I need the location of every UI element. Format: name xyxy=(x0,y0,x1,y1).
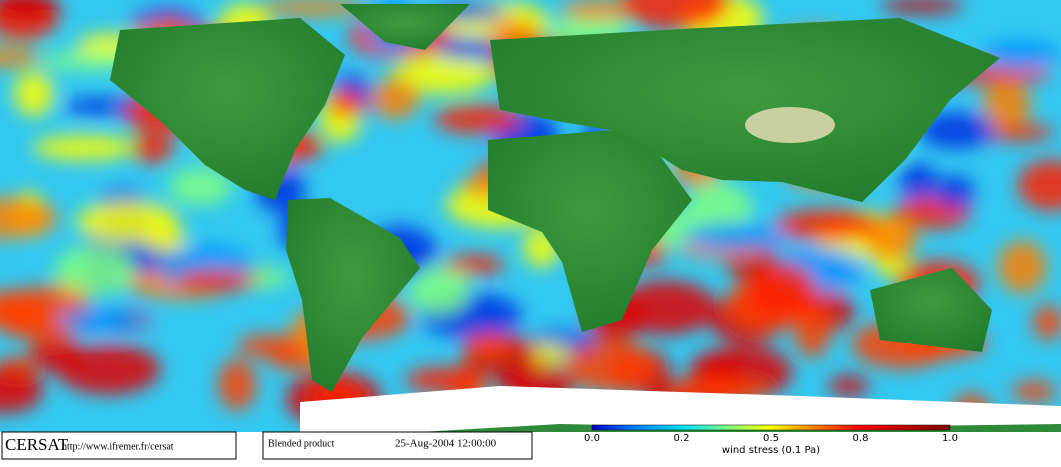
wind-blob xyxy=(409,266,470,314)
africa xyxy=(488,128,692,332)
wind-blob xyxy=(144,225,187,254)
wind-blob xyxy=(131,133,174,163)
wind-blob xyxy=(997,240,1047,293)
eurasia xyxy=(490,18,1000,202)
wind-blob xyxy=(565,340,656,393)
logo-box xyxy=(1,431,237,460)
wind-blob xyxy=(0,47,41,68)
antarctica xyxy=(300,386,1061,432)
wind-blob xyxy=(444,254,505,275)
product: Blended product xyxy=(268,438,335,449)
colorbar-tick-label: 0.5 xyxy=(763,433,779,444)
wind-blob xyxy=(935,175,975,208)
wind-blob xyxy=(919,112,994,149)
wind-blob xyxy=(434,104,523,134)
wind-blob xyxy=(405,367,479,394)
wind-blob xyxy=(899,163,938,200)
wind-blob xyxy=(59,307,149,335)
wind-blob xyxy=(560,0,640,21)
wind-blob xyxy=(980,40,1060,71)
wind-blob xyxy=(32,134,137,161)
wind-blob xyxy=(218,359,257,411)
wind-blob xyxy=(237,334,303,358)
wind-blob xyxy=(0,366,44,414)
wind-blob xyxy=(39,51,137,71)
wind-blob xyxy=(63,97,134,116)
colorbar-label: wind stress (0.1 Pa) xyxy=(722,445,820,456)
product-box xyxy=(262,431,533,460)
wind-blob xyxy=(774,209,879,242)
wind-blob xyxy=(13,71,54,117)
colorbar-tick-label: 0.0 xyxy=(584,433,600,444)
colorbar-tick-label: 0.8 xyxy=(853,433,869,444)
north-america xyxy=(110,18,345,200)
wind-blob xyxy=(621,0,730,30)
wind-blob xyxy=(391,55,494,95)
wind-blob xyxy=(176,270,256,292)
date: 25-Aug-2004 12:00:00 xyxy=(395,438,497,450)
colorbar-tick-label: 1.0 xyxy=(942,433,958,444)
url: http://www.ifremer.fr/cersat xyxy=(62,441,174,452)
wind-blob xyxy=(981,81,1032,127)
wind-blob xyxy=(328,89,363,117)
wind-blob xyxy=(682,222,789,251)
logo: CERSAT xyxy=(5,435,69,454)
wind-blob xyxy=(746,262,817,318)
greenland xyxy=(340,4,470,50)
colorbar xyxy=(591,424,951,431)
wind-blob xyxy=(0,197,59,239)
wind-blob xyxy=(168,167,233,206)
colorbar-tick-label: 0.2 xyxy=(674,433,690,444)
wind-blob xyxy=(1032,305,1061,340)
wind-blob xyxy=(437,37,498,60)
wind-blob xyxy=(1011,380,1057,402)
colorbar-ticks: 0.0 0.2 0.5 0.8 1.0 xyxy=(584,433,958,444)
continents xyxy=(110,4,1000,392)
wind-blob xyxy=(257,0,368,16)
wind-blob xyxy=(54,245,136,295)
australia xyxy=(870,268,992,352)
wind-blob xyxy=(0,0,60,21)
wind-blob xyxy=(982,123,1054,141)
wind-blob xyxy=(56,343,161,395)
wind-blob xyxy=(1017,159,1061,211)
south-america xyxy=(286,198,420,392)
wind-blob xyxy=(369,78,420,119)
tibet xyxy=(745,107,835,143)
wind-blob xyxy=(880,0,963,14)
wind-blob xyxy=(828,375,870,397)
wind-blob xyxy=(462,333,512,359)
